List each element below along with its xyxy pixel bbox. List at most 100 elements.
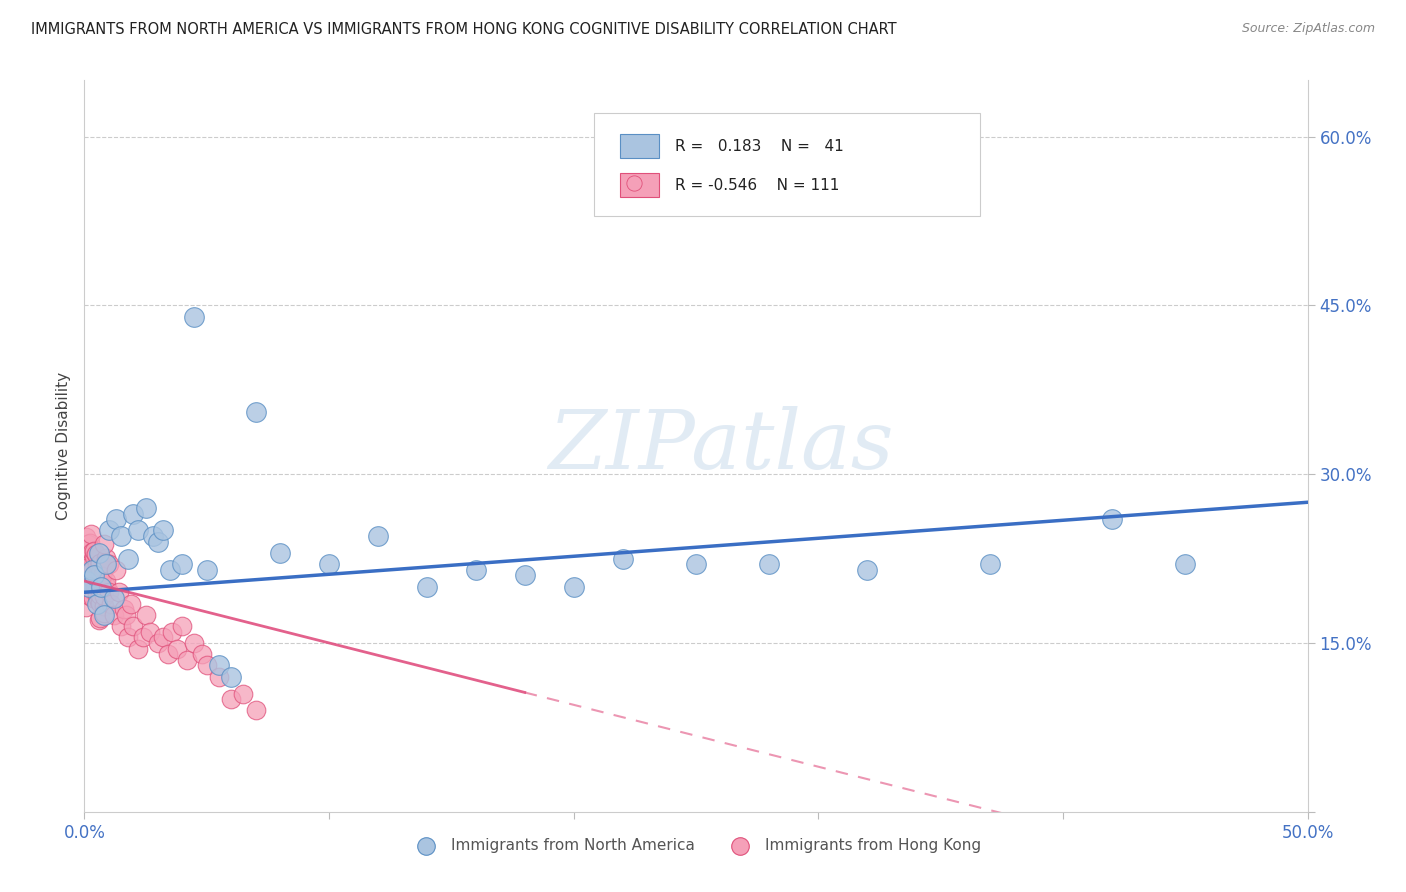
Point [856,563,879,577]
Point [80,560,103,574]
Point [612,551,634,566]
Point [90,577,112,591]
Point [94,556,117,570]
Point [76,578,98,592]
Point [96,557,118,571]
Point [93,562,115,576]
Point [82,591,104,605]
Point [89,591,111,605]
Point [112,602,135,616]
Point [513,568,536,582]
Point [82,574,104,588]
Point [79,568,101,582]
Point [76,573,98,587]
Text: R = -0.546    N = 111: R = -0.546 N = 111 [675,178,839,193]
Point [80,572,103,586]
Point [79,558,101,572]
Point [89,559,111,574]
Point [152,630,174,644]
Point [76,578,98,592]
Point [93,537,115,551]
Point [83,550,105,565]
Point [77,586,100,600]
Point [90,573,112,587]
Point [86,581,108,595]
Point [156,647,179,661]
Point [80,567,103,582]
Point [464,563,486,577]
Point [77,536,100,550]
Point [103,607,125,622]
Point [416,580,439,594]
Point [93,599,115,613]
Point [86,590,108,604]
Point [87,613,110,627]
Point [89,557,111,571]
Point [183,310,205,324]
Point [84,568,107,582]
Point [87,588,110,602]
Point [979,557,1001,571]
Point [86,577,108,591]
Point [80,563,103,577]
Point [83,581,105,595]
Point [80,527,103,541]
Point [94,579,117,593]
Point [562,580,585,594]
Point [84,574,107,589]
Point [110,619,132,633]
Point [245,703,267,717]
Point [83,577,105,591]
Point [93,606,115,620]
Point [86,597,108,611]
Point [76,576,98,591]
Point [135,607,157,622]
Point [84,547,107,561]
Point [77,568,100,582]
Point [127,524,149,538]
Point [172,619,194,633]
FancyBboxPatch shape [620,173,659,196]
Point [1174,557,1197,571]
Point [195,658,218,673]
Point [79,536,101,550]
Point [84,566,107,581]
Point [245,405,267,419]
Point [758,557,780,571]
Point [90,583,112,598]
Point [86,582,108,597]
Point [83,582,105,596]
Point [77,565,100,579]
Point [75,530,97,544]
Point [90,586,112,600]
Text: Source: ZipAtlas.com: Source: ZipAtlas.com [1241,22,1375,36]
Point [318,557,340,571]
Point [90,580,112,594]
Legend: Immigrants from North America, Immigrants from Hong Kong: Immigrants from North America, Immigrant… [405,831,987,859]
Point [219,692,242,706]
Point [86,574,108,589]
Point [97,524,120,538]
FancyBboxPatch shape [620,135,659,158]
FancyBboxPatch shape [595,113,980,216]
Point [103,591,125,605]
Point [97,557,120,571]
Point [117,630,139,644]
Point [87,592,110,607]
Point [77,568,100,582]
Point [105,563,128,577]
Point [77,563,100,577]
Point [115,607,138,622]
Point [76,564,98,578]
Point [166,641,188,656]
Point [89,594,111,608]
Point [176,653,198,667]
Point [94,551,117,566]
Point [269,546,291,560]
Point [96,574,118,588]
Point [208,658,231,673]
Point [82,545,104,559]
Point [122,619,145,633]
Point [93,607,115,622]
Point [80,582,103,596]
